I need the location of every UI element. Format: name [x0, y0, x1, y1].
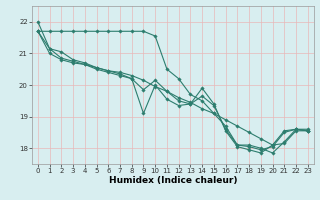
X-axis label: Humidex (Indice chaleur): Humidex (Indice chaleur)	[108, 176, 237, 185]
